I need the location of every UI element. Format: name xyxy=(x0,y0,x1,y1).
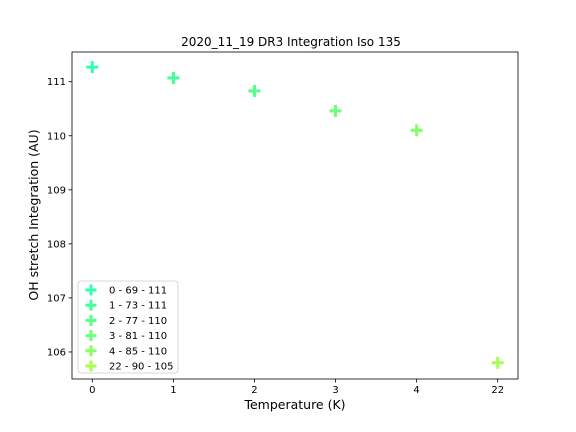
data-point xyxy=(491,356,504,369)
y-tick-label: 107 xyxy=(47,293,66,304)
x-tick-label: 3 xyxy=(332,385,338,396)
legend-marker xyxy=(85,360,97,372)
legend-marker xyxy=(85,314,97,326)
x-tick-label: 4 xyxy=(413,385,419,396)
data-point xyxy=(86,61,99,74)
y-tick-label: 110 xyxy=(47,131,66,142)
x-tick-label: 22 xyxy=(491,385,504,396)
legend-entry: 2 - 77 - 110 xyxy=(109,316,167,327)
legend-marker xyxy=(85,299,97,311)
legend-entry: 22 - 90 - 105 xyxy=(109,362,173,373)
axis-ticks: 0 1 2 3 4 22 106 107 108 109 110 111 xyxy=(47,77,504,396)
legend-entry: 4 - 85 - 110 xyxy=(109,346,167,357)
y-tick-label: 108 xyxy=(47,239,66,250)
data-points xyxy=(86,61,504,369)
data-point xyxy=(248,84,261,97)
x-tick-label: 1 xyxy=(170,385,176,396)
plot-area xyxy=(71,51,519,380)
y-axis-label: OH stretch Integration (AU) xyxy=(26,129,41,300)
data-point xyxy=(410,124,423,137)
legend-marker xyxy=(85,345,97,357)
legend-entry: 0 - 69 - 111 xyxy=(109,286,167,297)
chart-title: 2020_11_19 DR3 Integration Iso 135 xyxy=(181,35,401,49)
legend: 0 - 69 - 111 1 - 73 - 111 2 - 77 - 110 3 - … xyxy=(77,280,179,374)
data-point xyxy=(329,104,342,117)
legend-entry: 3 - 81 - 110 xyxy=(109,331,167,342)
y-tick-label: 106 xyxy=(47,347,66,358)
legend-frame xyxy=(77,280,179,374)
data-point xyxy=(167,71,180,84)
y-tick-label: 109 xyxy=(47,185,66,196)
y-tick-label: 111 xyxy=(47,77,66,88)
x-tick-label: 2 xyxy=(251,385,257,396)
x-axis-label: Temperature (K) xyxy=(243,397,345,412)
legend-marker xyxy=(85,330,97,342)
legend-entry: 1 - 73 - 111 xyxy=(109,301,167,312)
legend-marker xyxy=(85,284,97,296)
x-tick-label: 0 xyxy=(89,385,95,396)
